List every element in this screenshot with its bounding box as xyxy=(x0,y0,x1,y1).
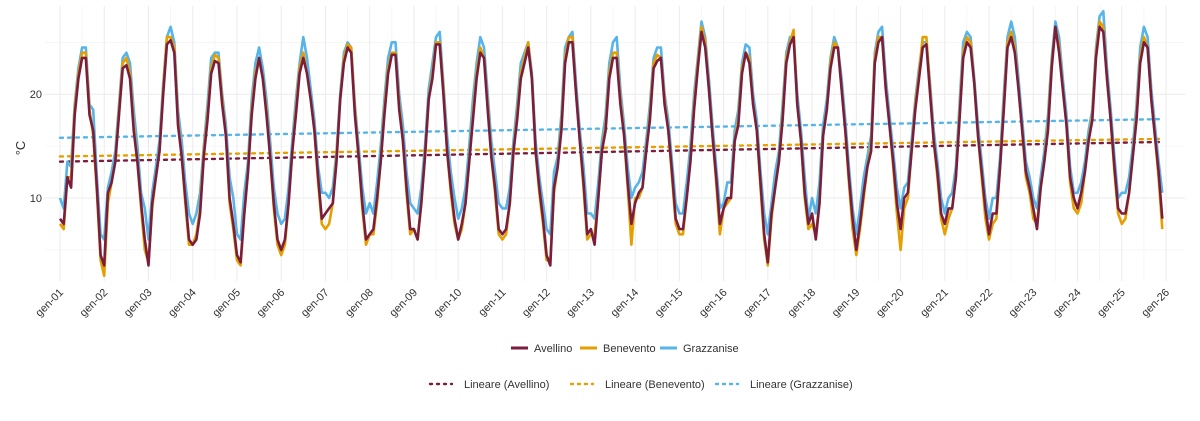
x-tick-label: gen-19 xyxy=(830,287,863,320)
x-tick-label: gen-18 xyxy=(785,287,818,320)
legend-item-trend-grazzanise: Lineare (Grazzanise) xyxy=(714,379,853,391)
series-line-avellino xyxy=(58,25,1164,267)
legend-trends: Lineare (Avellino) Lineare (Benevento) Lin… xyxy=(428,379,853,391)
x-tick-label: gen-06 xyxy=(255,287,288,320)
legend-item-trend-avellino: Lineare (Avellino) xyxy=(428,379,549,391)
x-tick-label: gen-16 xyxy=(697,287,730,320)
x-tick-label: gen-24 xyxy=(1051,287,1084,320)
x-tick-label: gen-25 xyxy=(1095,287,1128,320)
trend-line-grazzanise xyxy=(58,117,1164,139)
y-tick-label: 10 xyxy=(30,193,42,205)
legend-label: Lineare (Benevento) xyxy=(605,379,705,391)
x-tick-label: gen-17 xyxy=(741,287,774,320)
legend-item-avellino: Avellino xyxy=(511,343,572,355)
x-tick-label: gen-05 xyxy=(210,287,243,320)
y-axis-title: °C xyxy=(13,141,28,156)
y-axis: 10 20 xyxy=(30,89,42,205)
legend-label: Lineare (Avellino) xyxy=(464,379,549,391)
x-tick-label: gen-23 xyxy=(1007,287,1040,320)
x-tick-label: gen-10 xyxy=(432,287,465,320)
x-axis: gen-01 gen-02 gen-03 gen-04 gen-05 gen-06 gen-… xyxy=(33,287,1172,320)
trend-lines xyxy=(58,117,1164,163)
series-lines xyxy=(58,9,1164,278)
legend-item-grazzanise: Grazzanise xyxy=(660,343,739,355)
legend-label: Grazzanise xyxy=(683,343,739,355)
legend-label: Benevento xyxy=(603,343,656,355)
x-tick-label: gen-02 xyxy=(78,287,111,320)
x-tick-label: gen-26 xyxy=(1139,287,1172,320)
legend-label: Avellino xyxy=(534,343,572,355)
x-tick-label: gen-09 xyxy=(387,287,420,320)
series-line-benevento xyxy=(58,20,1164,278)
legend-item-trend-benevento: Lineare (Benevento) xyxy=(569,379,705,391)
x-tick-label: gen-08 xyxy=(343,287,376,320)
y-tick-label: 20 xyxy=(30,89,42,101)
legend-item-benevento: Benevento xyxy=(580,343,656,355)
x-tick-label: gen-01 xyxy=(33,287,66,320)
x-tick-label: gen-04 xyxy=(166,287,199,320)
x-tick-label: gen-15 xyxy=(653,287,686,320)
x-tick-label: gen-07 xyxy=(299,287,332,320)
x-tick-label: gen-22 xyxy=(962,287,995,320)
x-tick-label: gen-20 xyxy=(874,287,907,320)
trend-line-avellino xyxy=(58,140,1164,163)
legend-label: Lineare (Grazzanise) xyxy=(750,379,853,391)
x-tick-label: gen-11 xyxy=(476,287,508,319)
x-tick-label: gen-13 xyxy=(564,287,597,320)
x-tick-label: gen-03 xyxy=(122,287,155,320)
x-tick-label: gen-12 xyxy=(520,287,553,320)
trend-line-benevento xyxy=(58,137,1164,158)
x-tick-label: gen-14 xyxy=(609,287,642,320)
legend-series: Avellino Benevento Grazzanise xyxy=(511,343,739,355)
x-tick-label: gen-21 xyxy=(918,287,951,320)
